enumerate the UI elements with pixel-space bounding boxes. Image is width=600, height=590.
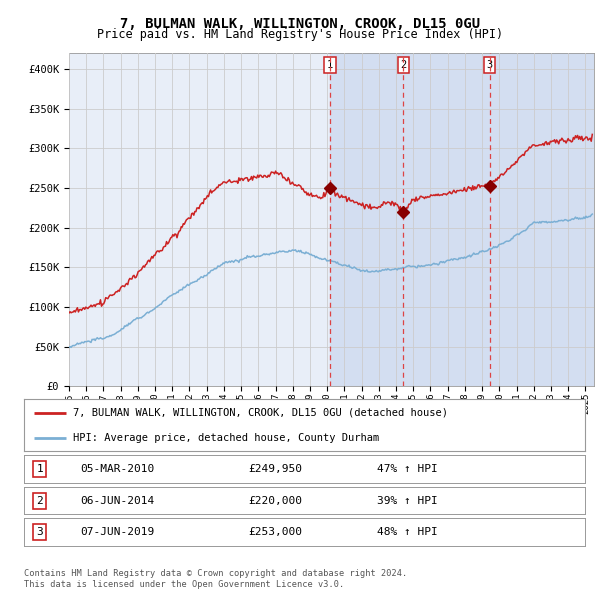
Text: 48% ↑ HPI: 48% ↑ HPI (377, 527, 438, 537)
Text: 1: 1 (37, 464, 43, 474)
Text: £249,950: £249,950 (248, 464, 302, 474)
Text: HPI: Average price, detached house, County Durham: HPI: Average price, detached house, Coun… (73, 433, 380, 443)
Text: £220,000: £220,000 (248, 496, 302, 506)
Text: 3: 3 (37, 527, 43, 537)
Text: £253,000: £253,000 (248, 527, 302, 537)
Text: 06-JUN-2014: 06-JUN-2014 (80, 496, 154, 506)
Text: 2: 2 (37, 496, 43, 506)
Text: 47% ↑ HPI: 47% ↑ HPI (377, 464, 438, 474)
Text: 7, BULMAN WALK, WILLINGTON, CROOK, DL15 0GU (detached house): 7, BULMAN WALK, WILLINGTON, CROOK, DL15 … (73, 408, 448, 418)
Text: 39% ↑ HPI: 39% ↑ HPI (377, 496, 438, 506)
Text: 2: 2 (400, 60, 407, 70)
Text: Contains HM Land Registry data © Crown copyright and database right 2024.
This d: Contains HM Land Registry data © Crown c… (24, 569, 407, 589)
Text: 1: 1 (327, 60, 333, 70)
Text: 07-JUN-2019: 07-JUN-2019 (80, 527, 154, 537)
Bar (330, 53, 594, 386)
Text: 05-MAR-2010: 05-MAR-2010 (80, 464, 154, 474)
Text: 3: 3 (487, 60, 493, 70)
Text: 7, BULMAN WALK, WILLINGTON, CROOK, DL15 0GU: 7, BULMAN WALK, WILLINGTON, CROOK, DL15 … (120, 17, 480, 31)
Text: Price paid vs. HM Land Registry's House Price Index (HPI): Price paid vs. HM Land Registry's House … (97, 28, 503, 41)
